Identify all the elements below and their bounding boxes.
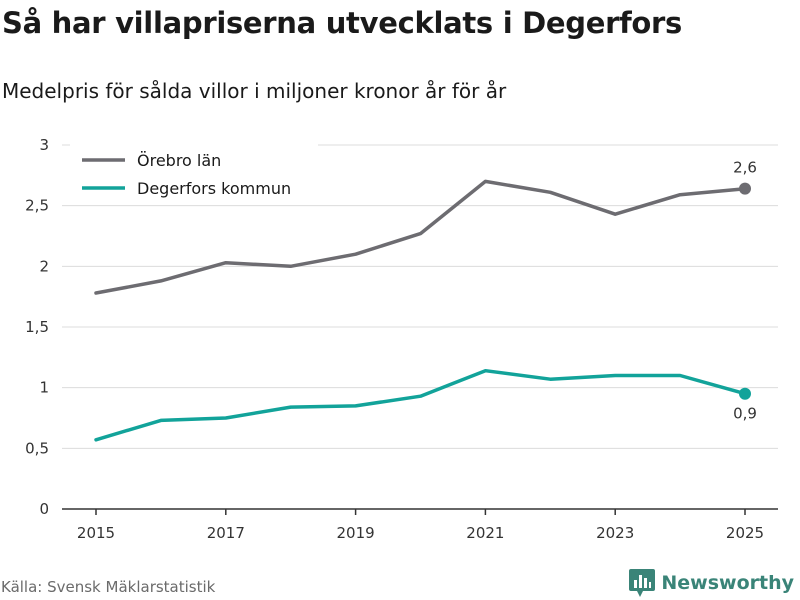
legend-background [70, 144, 318, 204]
y-axis-ticks: 0 0,5 1 1,5 2 2,5 3 [25, 136, 49, 518]
y-tick-label: 1,5 [25, 318, 49, 336]
chart-subtitle: Medelpris för sålda villor i miljoner kr… [2, 79, 507, 103]
legend-label-2: Degerfors kommun [137, 179, 291, 198]
x-tick-label: 2017 [207, 524, 245, 542]
y-tick-label: 1 [39, 379, 49, 397]
series-line-1 [94, 179, 747, 295]
series-end-label-1: 2,6 [733, 159, 757, 177]
x-tick-label: 2019 [337, 524, 375, 542]
series-end-label-2: 0,9 [733, 405, 757, 423]
y-tick-label: 2,5 [25, 197, 49, 215]
legend-label-1: Örebro län [137, 151, 221, 170]
y-tick-label: 2 [39, 257, 49, 275]
series-line-2 [94, 368, 747, 442]
source-note: Källa: Svensk Mäklarstatistik [1, 578, 216, 596]
x-tick-label: 2023 [596, 524, 634, 542]
brand-name: Newsworthy [661, 572, 794, 594]
x-tick-label: 2021 [466, 524, 504, 542]
y-tick-label: 0,5 [25, 439, 49, 457]
legend: Örebro län Degerfors kommun [70, 144, 318, 204]
x-axis-ticks: 2015 2017 2019 2021 2023 2025 [77, 509, 764, 542]
x-tick-label: 2025 [726, 524, 764, 542]
chart-title: Så har villapriserna utvecklats i Degerf… [2, 6, 682, 40]
series-end-point-2 [739, 387, 751, 400]
series-lines: 2,6 0,9 [94, 159, 757, 442]
x-tick-label: 2015 [77, 524, 115, 542]
grid-lines [62, 144, 778, 510]
y-tick-label: 3 [39, 136, 49, 154]
series-end-point-1 [739, 182, 751, 195]
y-tick-label: 0 [39, 500, 49, 518]
brand-logo: Newsworthy [629, 569, 794, 597]
bar-chart-logo-icon [629, 569, 656, 597]
